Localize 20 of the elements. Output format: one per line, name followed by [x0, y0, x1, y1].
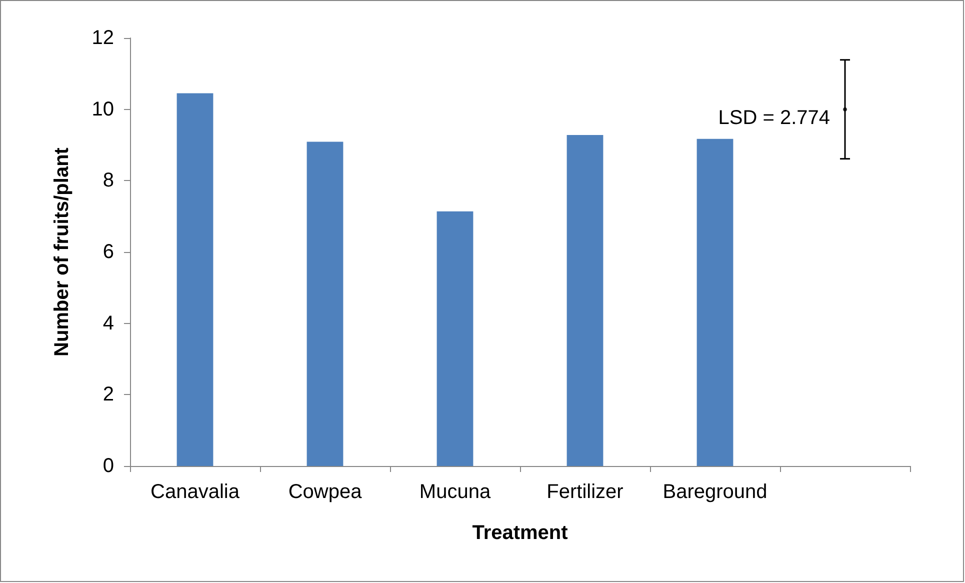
y-tick-label: 4	[102, 312, 114, 334]
bar	[176, 93, 214, 466]
y-tick-label: 2	[102, 384, 114, 406]
annotation: LSD = 2.774	[718, 107, 830, 129]
bar	[566, 135, 604, 466]
bar	[436, 211, 474, 466]
x-axis-title: Treatment	[472, 522, 568, 544]
y-tick-label: 8	[102, 170, 114, 192]
y-axis-title: Number of fruits/plant	[51, 147, 73, 356]
x-tick-label: Mucuna	[419, 481, 492, 503]
x-tick-label: Fertilizer	[546, 481, 624, 503]
y-tick-label: 0	[102, 455, 114, 477]
y-tick-label: 10	[92, 98, 114, 120]
x-tick-label: Cowpea	[288, 481, 363, 503]
y-tick-label: 12	[92, 27, 114, 49]
bar	[306, 142, 344, 466]
x-tick-label: Bareground	[662, 481, 768, 503]
y-tick-label: 6	[102, 241, 114, 263]
x-tick-label: Canavalia	[150, 481, 240, 503]
bar	[696, 138, 734, 466]
